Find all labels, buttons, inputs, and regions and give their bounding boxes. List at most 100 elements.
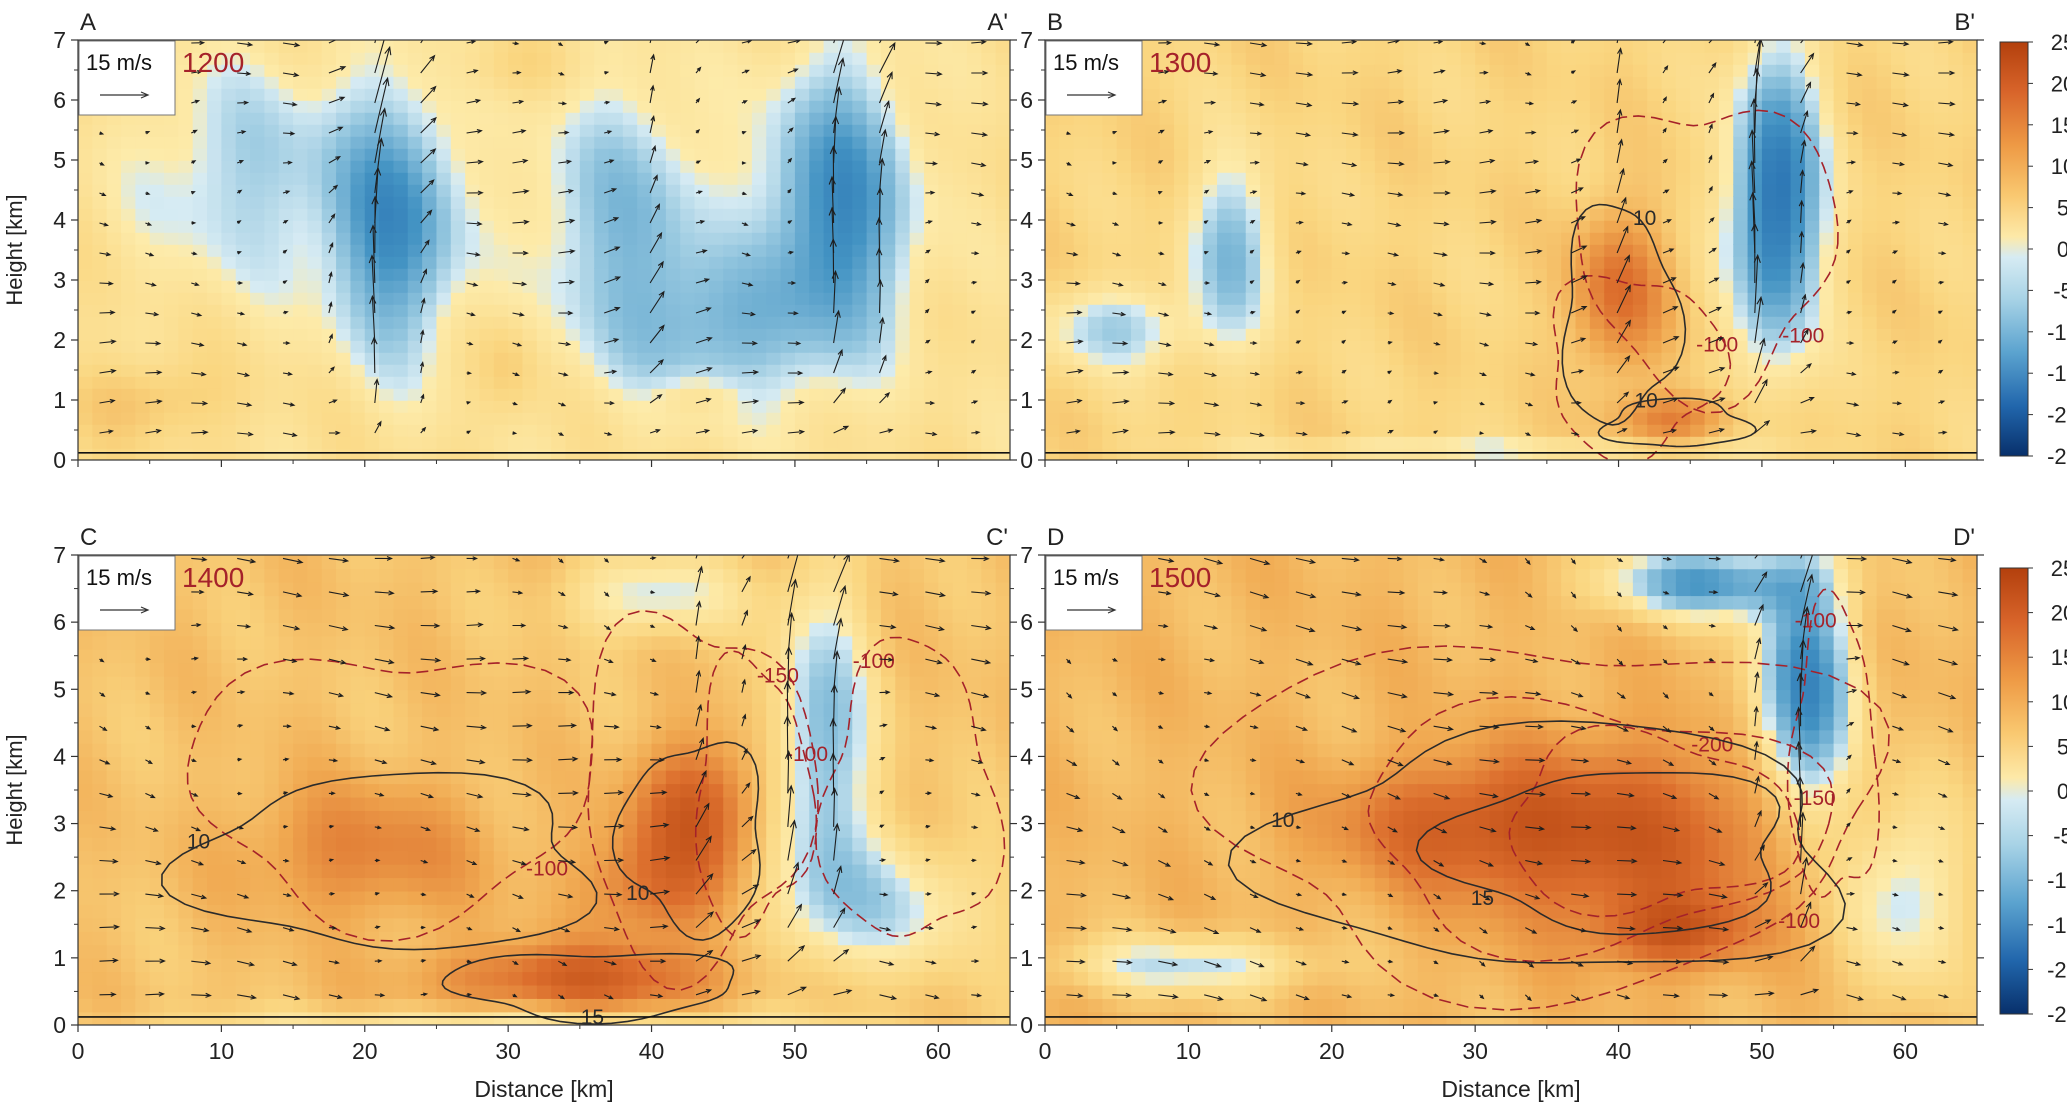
heatmap-cell (1260, 124, 1275, 137)
heatmap-cell (1776, 268, 1791, 281)
heatmap-cell (695, 64, 710, 77)
heatmap-cell (1346, 88, 1361, 101)
heatmap-cell (164, 436, 179, 449)
heatmap-cell (1303, 220, 1318, 233)
heatmap-cell (107, 448, 122, 461)
heatmap-cell (967, 352, 982, 365)
heatmap-cell (479, 220, 494, 233)
heatmap-cell (236, 112, 251, 125)
heatmap-cell (1705, 40, 1720, 53)
heatmap-cell (178, 292, 193, 305)
heatmap-cell (1246, 364, 1261, 377)
heatmap-cell (207, 88, 222, 101)
heatmap-cell (1776, 40, 1791, 53)
heatmap-cell (1446, 220, 1461, 233)
heatmap-cell (609, 88, 624, 101)
heatmap-cell (307, 100, 322, 113)
heatmap-cell (637, 340, 652, 353)
heatmap-cell (1676, 328, 1691, 341)
heatmap-cell (1088, 184, 1103, 197)
heatmap-cell (1088, 280, 1103, 293)
heatmap-cell (1920, 424, 1935, 437)
heatmap-cell (1819, 412, 1834, 425)
heatmap-cell (1762, 256, 1777, 269)
heatmap-cell (494, 412, 509, 425)
heatmap-cell (1117, 292, 1132, 305)
heatmap-cell (135, 424, 150, 437)
heatmap-cell (1791, 256, 1806, 269)
heatmap-cell (1647, 64, 1662, 77)
heatmap-cell (967, 412, 982, 425)
heatmap-cell (537, 448, 552, 461)
heatmap-cell (594, 292, 609, 305)
heatmap-cell (652, 136, 667, 149)
heatmap-cell (135, 388, 150, 401)
heatmap-cell (221, 352, 236, 365)
heatmap-cell (1389, 64, 1404, 77)
heatmap-cell (695, 316, 710, 329)
heatmap-cell (723, 64, 738, 77)
heatmap-cell (1905, 220, 1920, 233)
heatmap-cell (1547, 208, 1562, 221)
heatmap-cell (1188, 412, 1203, 425)
heatmap-cell (336, 340, 351, 353)
heatmap-cell (1059, 328, 1074, 341)
heatmap-cell (1719, 280, 1734, 293)
heatmap-cell (981, 352, 996, 365)
heatmap-cell (1088, 256, 1103, 269)
heatmap-cell (1432, 256, 1447, 269)
heatmap-cell (1145, 232, 1160, 245)
heatmap-cell (178, 160, 193, 173)
heatmap-cell (1174, 124, 1189, 137)
heatmap-cell (1231, 124, 1246, 137)
heatmap-cell (479, 340, 494, 353)
heatmap-cell (1174, 196, 1189, 209)
heatmap-cell (1217, 232, 1232, 245)
heatmap-cell (408, 172, 423, 185)
heatmap-cell (1504, 292, 1519, 305)
heatmap-cell (867, 124, 882, 137)
heatmap-cell (824, 148, 839, 161)
heatmap-cell (1877, 112, 1892, 125)
heatmap-cell (594, 88, 609, 101)
heatmap-cell (695, 160, 710, 173)
heatmap-cell (379, 268, 394, 281)
heatmap-cell (1389, 316, 1404, 329)
heatmap-cell (522, 400, 537, 413)
heatmap-cell (1145, 448, 1160, 461)
heatmap-cell (1418, 304, 1433, 317)
heatmap-cell (322, 148, 337, 161)
heatmap-cell (422, 64, 437, 77)
heatmap-cell (207, 292, 222, 305)
heatmap-cell (465, 148, 480, 161)
heatmap-cell (522, 316, 537, 329)
heatmap-cell (1246, 160, 1261, 173)
heatmap-cell (551, 280, 566, 293)
heatmap-cell (193, 184, 208, 197)
heatmap-cell (1963, 340, 1978, 353)
heatmap-cell (637, 256, 652, 269)
heatmap-cell (580, 220, 595, 233)
heatmap-cell (1403, 76, 1418, 89)
heatmap-cell (1834, 160, 1849, 173)
heatmap-cell (379, 316, 394, 329)
heatmap-cell (953, 340, 968, 353)
heatmap-cell (1131, 436, 1146, 449)
heatmap-cell (365, 280, 380, 293)
heatmap-cell (408, 292, 423, 305)
heatmap-cell (1461, 100, 1476, 113)
heatmap-cell (1174, 352, 1189, 365)
heatmap-cell (967, 196, 982, 209)
y-tick-label: 3 (53, 267, 66, 293)
heatmap-cell (1504, 376, 1519, 389)
heatmap-cell (895, 364, 910, 377)
contour-label: -100 (1782, 324, 1824, 347)
heatmap-cell (709, 232, 724, 245)
heatmap-cell (508, 316, 523, 329)
heatmap-cell (1461, 424, 1476, 437)
heatmap-cell (1045, 352, 1060, 365)
heatmap-cell (1489, 376, 1504, 389)
heatmap-cell (1776, 448, 1791, 461)
heatmap-cell (1934, 376, 1949, 389)
heatmap-cell (1805, 268, 1820, 281)
